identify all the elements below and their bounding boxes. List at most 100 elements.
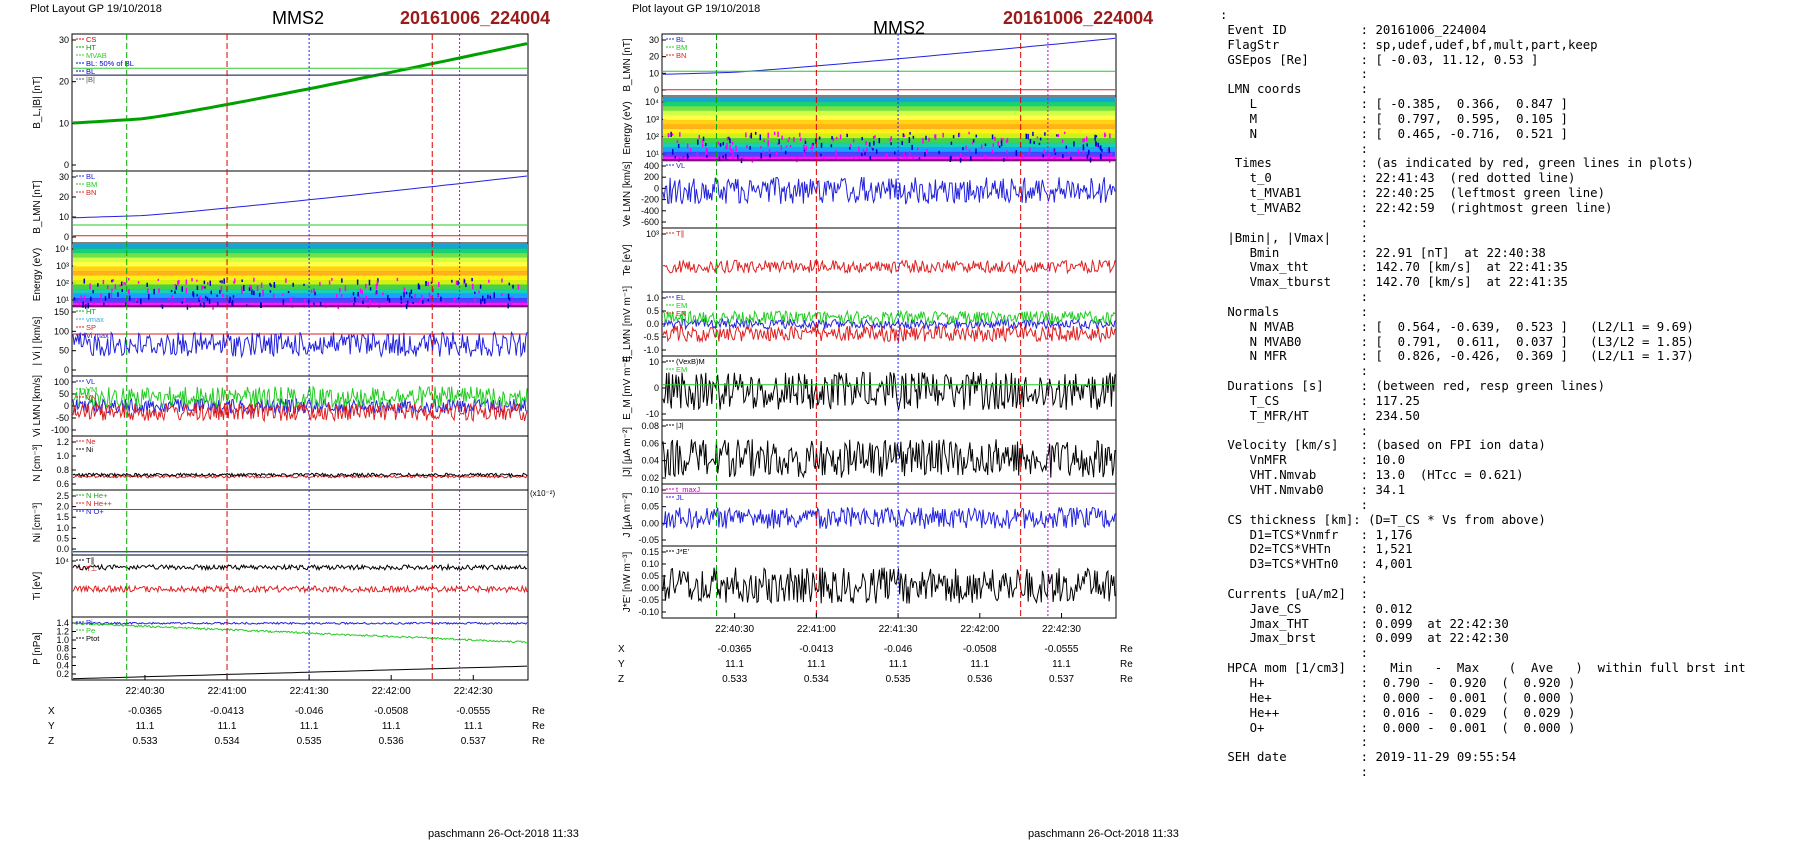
info-line: D1=TCS*Vnmfr : 1,176: [1220, 527, 1413, 542]
left-ytick-label: 0.6: [56, 479, 69, 489]
info-line: FlagStr : sp,udef,udef,bf,mult,part,keep: [1220, 37, 1598, 52]
info-line: Jmax_brst : 0.099 at 22:42:30: [1220, 631, 1509, 646]
right-series-line: [662, 567, 1116, 605]
left-coord-value: -0.0365: [128, 706, 162, 717]
right-coord-value: 0.535: [886, 674, 911, 685]
right-coord-value: 11.1: [970, 659, 989, 670]
left-ytick-label: 10⁴: [55, 244, 69, 254]
right-coord-unit: Re: [1120, 644, 1133, 655]
left-coord-value: 11.1: [464, 721, 483, 732]
right-legend-entry: EM: [676, 301, 687, 310]
right-ylabel: B_LMN [nT]: [622, 38, 633, 92]
right-ylabel: E_LMN [mV m⁻¹]: [622, 286, 633, 363]
left-legend-entry: Pe: [86, 626, 95, 635]
right-ytick-label: 0.5: [646, 306, 659, 316]
right-ytick-label: -600: [641, 217, 659, 227]
right-ytick-label: 0.10: [641, 559, 659, 569]
left-legend-entry: T∥: [86, 556, 94, 565]
info-line: SEH date : 2019-11-29 09:55:54: [1220, 750, 1517, 765]
left-legend-entry: Ne: [86, 437, 96, 446]
left-series-line: [72, 474, 528, 479]
left-ytick-label: 1.4: [56, 618, 69, 628]
right-ytick-label: 0.08: [641, 421, 659, 431]
right-ytick-label: 0.0: [646, 319, 659, 329]
right-coord-value: 11.1: [1052, 659, 1071, 670]
right-panel-3: 10³ Te [eV] T∥: [622, 227, 1117, 293]
left-ytick-label: 20: [59, 77, 69, 87]
right-series-line: [662, 506, 1116, 530]
left-legend-entry: BL: [86, 67, 95, 76]
left-legend-entry: CS: [86, 35, 96, 44]
info-line: Jmax_THT : 0.099 at 22:42:30: [1220, 616, 1509, 631]
left-ylabel: Energy (eV): [32, 248, 43, 301]
right-legend-entry: EL: [676, 293, 685, 302]
left-ytick-label: 0.2: [56, 669, 69, 679]
right-ytick-label: -10: [646, 409, 659, 419]
left-ytick-label: 0: [64, 401, 69, 411]
right-series-line: [662, 309, 1116, 326]
left-legend-entry: BL: 50% of BL: [86, 59, 134, 68]
right-ytick-label: 0.05: [641, 502, 659, 512]
right-legend-entry: (VexB)M: [676, 357, 705, 366]
left-series-line: [72, 331, 528, 359]
left-legend-entry: Vi max: [86, 331, 109, 340]
left-series-line: [72, 584, 528, 594]
left-coord-value: 11.1: [382, 721, 401, 732]
left-coord-value: 0.535: [297, 736, 322, 747]
right-series-line: [662, 177, 1116, 205]
info-line: Velocity [km/s] : (based on FPI ion data…: [1220, 438, 1546, 453]
right-footer: paschmann 26-Oct-2018 11:33: [1028, 828, 1179, 840]
info-line: Currents [uA/m2] :: [1220, 586, 1369, 601]
right-ylabel: Ve LMN [km/s]: [622, 161, 633, 226]
left-ytick-label: 30: [59, 35, 69, 45]
event-info-summary: : Event ID : 20161006_224004 FlagStr : s…: [1220, 8, 1800, 798]
info-line: He+ : 0.000 - 0.001 ( 0.000 ): [1220, 690, 1576, 705]
info-line: :: [1220, 215, 1369, 230]
left-coord-label: Y: [48, 721, 55, 732]
left-ytick-label: 20: [59, 192, 69, 202]
left-ytick-label: 1.5: [56, 512, 69, 522]
info-line: :: [1220, 141, 1369, 156]
left-legend-entry: vmax: [86, 315, 104, 324]
info-line: VnMFR : 10.0: [1220, 453, 1406, 468]
left-series-line: [72, 42, 528, 125]
right-ytick-label: 0.00: [641, 583, 659, 593]
right-coord-value: -0.0508: [963, 644, 997, 655]
right-time-tick: 22:42:30: [1042, 624, 1081, 635]
info-line: L : [ -0.385, 0.366, 0.847 ]: [1220, 97, 1568, 112]
left-ytick-label: 2.0: [56, 502, 69, 512]
right-series-line: [662, 371, 1116, 411]
right-ytick-label: -1.0: [643, 345, 659, 355]
right-coord-label: Z: [618, 674, 624, 685]
right-ytick-label: 0: [654, 383, 659, 393]
left-series-line: [72, 665, 528, 680]
info-line: N MVAB0 : [ 0.791, 0.611, 0.037 ] (L3/L2…: [1220, 334, 1694, 349]
info-line: :: [1220, 290, 1369, 305]
left-ylabel: N [cm⁻³]: [32, 444, 43, 482]
info-line: t_MVAB2 : 22:42:59 (rightmost green line…: [1220, 200, 1613, 215]
info-line: N MFR : [ 0.826, -0.426, 0.369 ] (L2/L1 …: [1220, 349, 1694, 364]
left-coord-unit: Re: [532, 706, 545, 717]
left-panel-7: 10⁴ Ti [eV] T∥T⊥: [32, 554, 529, 618]
right-legend-entry: EN: [676, 309, 686, 318]
info-line: VHT.Nmvab : 13.0 (HTcc = 0.621): [1220, 468, 1524, 483]
right-ytick-label: -200: [641, 195, 659, 205]
left-ytick-label: 10¹: [56, 295, 69, 305]
left-ytick-label: 0.4: [56, 661, 69, 671]
right-time-tick: 22:42:00: [960, 624, 999, 635]
left-ylabel: Ti [eV]: [32, 572, 43, 601]
right-coord-label: X: [618, 644, 625, 655]
left-ytick-label: 0: [64, 160, 69, 170]
left-legend-entry: VN: [86, 393, 96, 402]
left-legend-entry: Pi: [86, 618, 93, 627]
right-event-id: 20161006_224004: [1003, 8, 1154, 28]
right-ytick-label: 200: [644, 172, 659, 182]
left-ytick-label: 0: [64, 232, 69, 242]
info-line: HPCA mom [1/cm3] : Min - Max ( Ave ) wit…: [1220, 661, 1746, 676]
right-ytick-label: 0.06: [641, 438, 659, 448]
